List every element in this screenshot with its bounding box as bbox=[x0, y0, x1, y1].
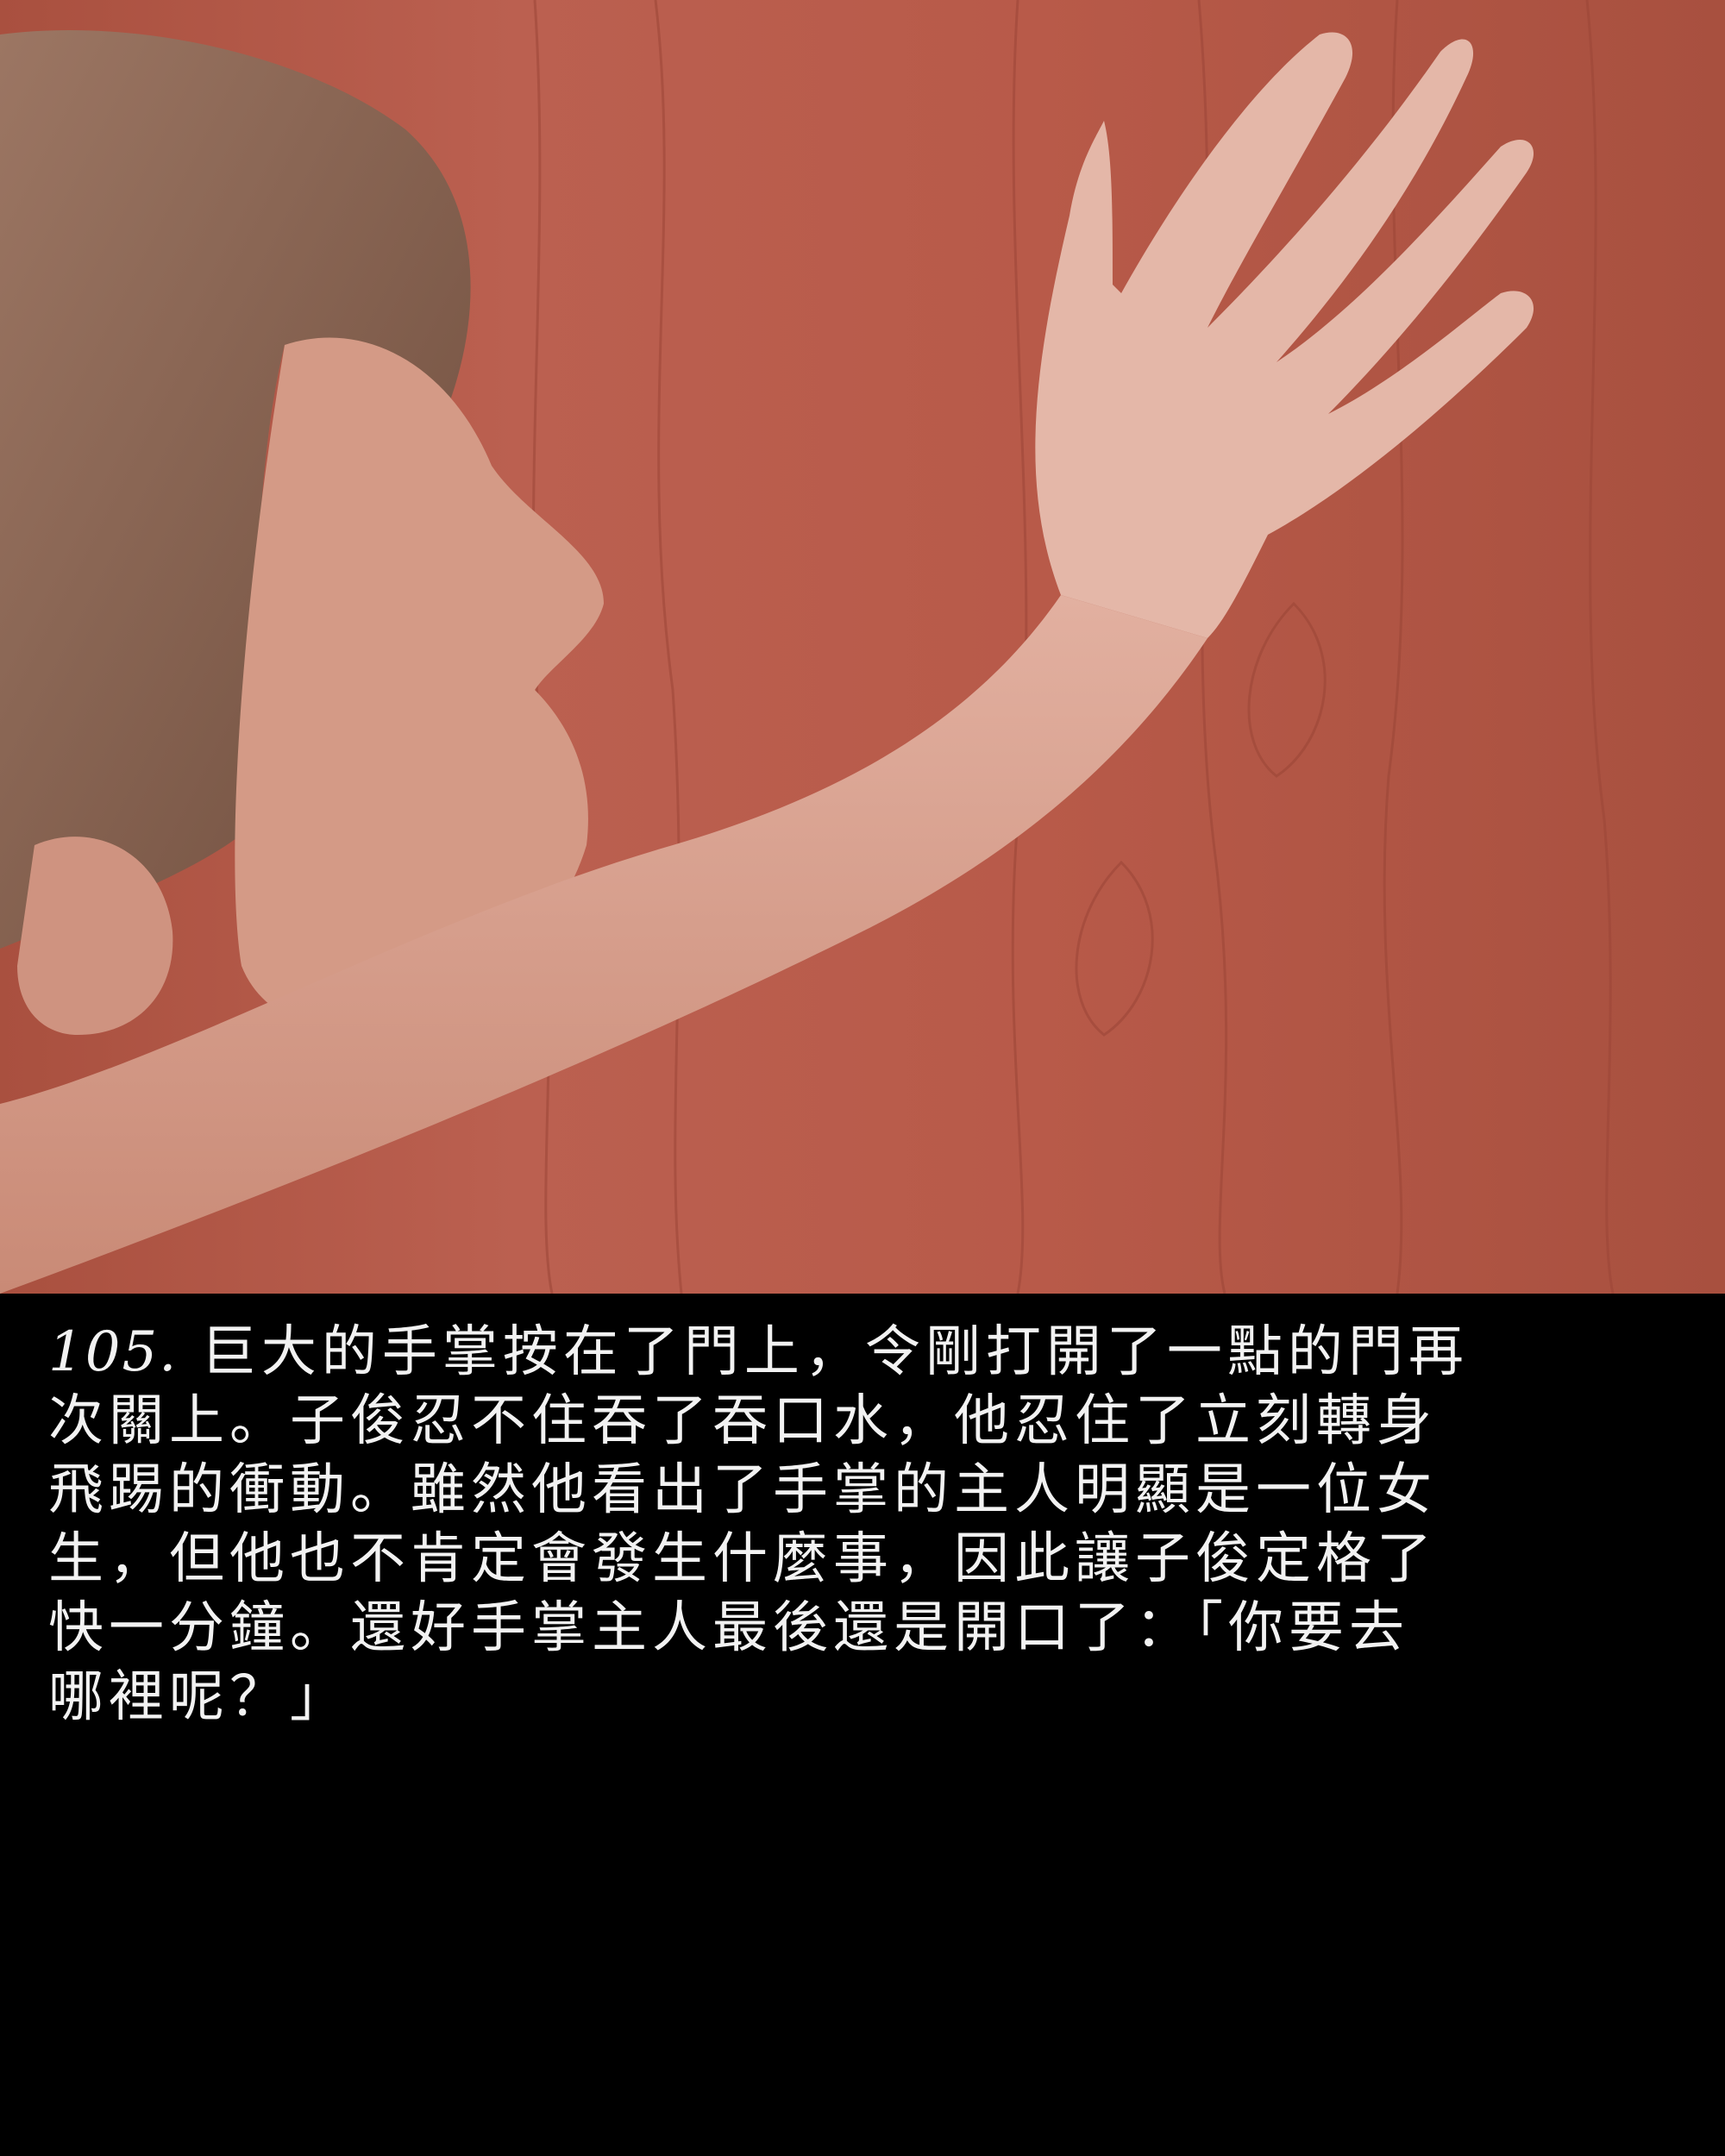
caption-line-3: 飛踢的衝動。雖然他看出了手掌的主人明顯是一位女 bbox=[48, 1458, 1437, 1522]
caption-line-6: 哪裡呢？」 bbox=[48, 1665, 350, 1729]
door-scene-illustration bbox=[0, 0, 1615, 1294]
caption-line-4: 生，但他也不肯定會發生什麼事，因此讓子俊定格了 bbox=[48, 1527, 1437, 1591]
caption-line-2: 次關上。子俊忍不住吞了吞口水，他忍住了立刻轉身 bbox=[48, 1389, 1437, 1453]
hand bbox=[1035, 32, 1534, 638]
panel-number: 105. bbox=[48, 1320, 179, 1384]
illustration-panel bbox=[0, 0, 1725, 1294]
hair bbox=[0, 29, 471, 949]
caption-text: 105. 巨大的手掌按在了門上，令剛打開了一點的門再 次關上。子俊忍不住吞了吞口… bbox=[48, 1318, 1687, 1732]
arm bbox=[0, 595, 1208, 1294]
caption-panel: 105. 巨大的手掌按在了門上，令剛打開了一點的門再 次關上。子俊忍不住吞了吞口… bbox=[0, 1294, 1725, 2156]
ear bbox=[17, 837, 173, 1035]
caption-line-5: 快一分鐘。還好手掌主人最後還是開口了：「你要去 bbox=[48, 1596, 1409, 1660]
caption-line-1: 巨大的手掌按在了門上，令剛打開了一點的門再 bbox=[200, 1320, 1469, 1384]
face bbox=[235, 337, 604, 1028]
